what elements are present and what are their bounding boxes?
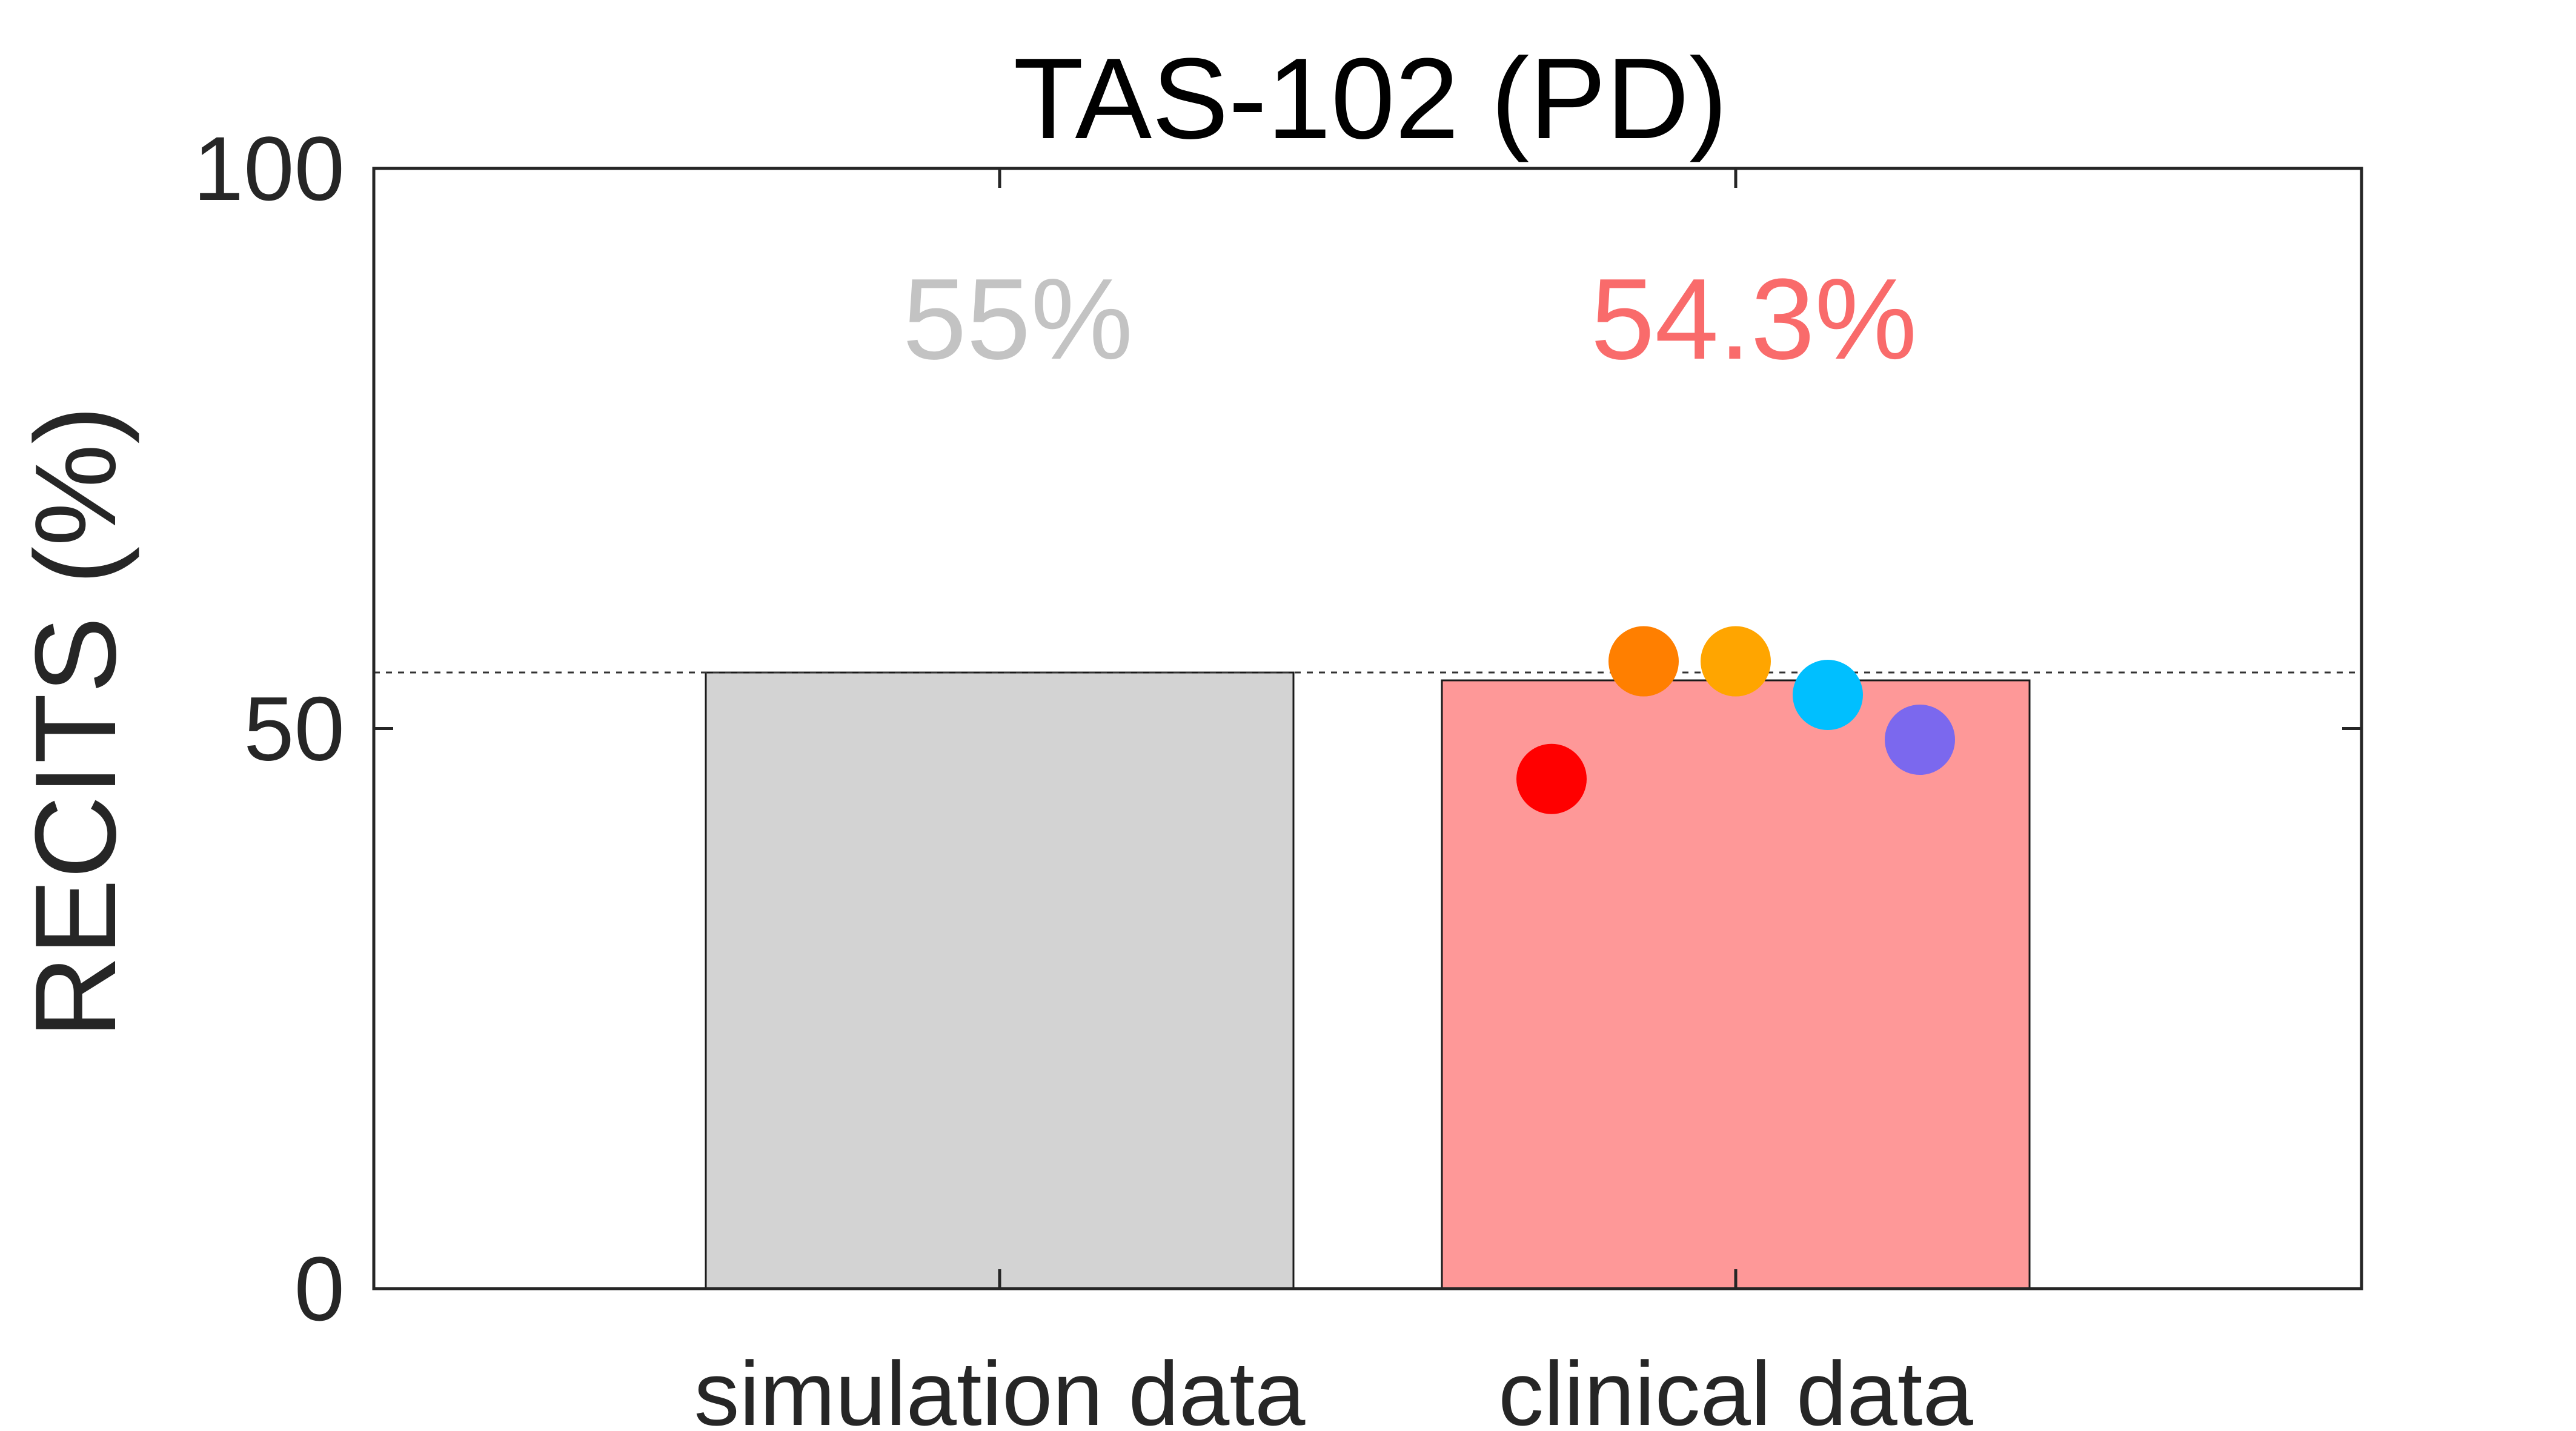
y-tick-label: 100 xyxy=(193,118,345,219)
chart-title: TAS-102 (PD) xyxy=(1014,35,1728,163)
bar-simulation-data xyxy=(705,671,1295,1290)
plot-background xyxy=(374,168,2362,1289)
y-tick-label: 0 xyxy=(294,1238,345,1340)
plot-area: 0 50 100 simulation data clinical data 55% 54.… xyxy=(193,118,2363,1431)
data-point xyxy=(1608,626,1679,697)
y-tick-label: 50 xyxy=(244,678,345,780)
value-label: 55% xyxy=(903,255,1133,383)
y-axis-label: RECITS (%) xyxy=(12,406,140,1039)
data-point xyxy=(1885,704,1955,775)
x-tick-label: simulation data xyxy=(694,1343,1306,1431)
data-point xyxy=(1516,743,1587,814)
data-point xyxy=(1793,660,1863,731)
data-point xyxy=(1701,626,1771,697)
x-tick-label: clinical data xyxy=(1498,1343,1973,1431)
value-label: 54.3% xyxy=(1591,255,1917,383)
